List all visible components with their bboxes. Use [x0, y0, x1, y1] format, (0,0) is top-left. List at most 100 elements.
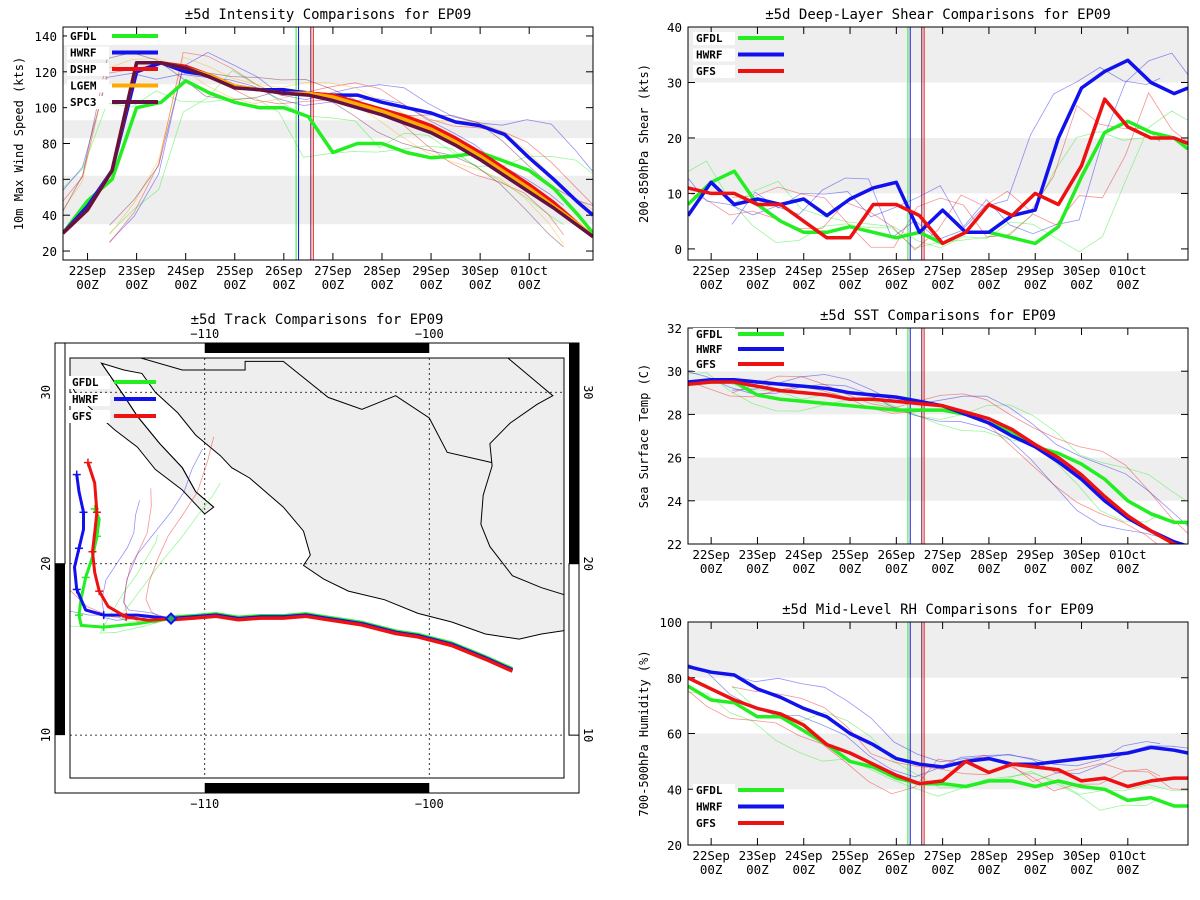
chart-title: ±5d Intensity Comparisons for EP09	[185, 7, 472, 23]
x-tick-sublabel: 00Z	[839, 561, 862, 576]
series-line-gfdl	[63, 79, 593, 235]
legend-label: GFDL	[70, 30, 97, 43]
x-tick-sublabel: 00Z	[931, 862, 954, 877]
band	[688, 137, 1188, 194]
panel-track: ±5d Track Comparisons for EP09−110−110−1…	[39, 312, 595, 811]
y-tick-label: 100	[34, 101, 57, 116]
x-tick-sublabel: 00Z	[1117, 277, 1140, 292]
faint-series-line	[688, 372, 1161, 523]
y-tick-label: 40	[667, 20, 682, 35]
x-tick-label: 28Sep	[970, 547, 1008, 562]
x-tick-sublabel: 00Z	[978, 862, 1001, 877]
panel-rh: ±5d Mid-Level RH Comparisons for EP09 700…	[637, 602, 1189, 877]
y-tick-label: 80	[42, 137, 57, 152]
x-tick-sublabel: 00Z	[1070, 561, 1093, 576]
longitude-label-bottom: −100	[415, 797, 444, 811]
map-inner-frame	[69, 357, 565, 779]
map-border	[204, 783, 430, 793]
faint-series-line	[688, 689, 1161, 795]
x-tick-sublabel: 00Z	[978, 561, 1001, 576]
x-tick-sublabel: 00Z	[223, 277, 246, 292]
y-tick-label: 20	[667, 838, 682, 853]
faint-track-line	[145, 436, 215, 619]
y-axis-label: 200-850hPa Shear (kts)	[637, 64, 651, 223]
legend-bg	[693, 800, 735, 814]
legend-bg	[693, 32, 735, 45]
series-line-hwrf	[688, 664, 1188, 769]
legend-label: HWRF	[70, 47, 97, 60]
latitude-label-right: 20	[581, 556, 595, 570]
legend-label: SPC3	[70, 96, 97, 109]
faint-series-line	[731, 686, 1188, 791]
faint-series-line	[688, 691, 1161, 811]
band	[688, 371, 1188, 415]
band	[688, 622, 1188, 678]
faint-series-line	[731, 91, 1188, 248]
x-tick-label: 24Sep	[785, 263, 823, 278]
legend-label: LGEM	[70, 80, 97, 93]
x-tick-label: 28Sep	[970, 263, 1008, 278]
coastline	[100, 362, 215, 508]
x-tick-sublabel: 00Z	[792, 561, 815, 576]
x-tick-label: 30Sep	[461, 263, 499, 278]
x-tick-label: 22Sep	[692, 263, 730, 278]
latitude-label-left: 30	[39, 385, 53, 399]
x-tick-label: 29Sep	[412, 263, 450, 278]
latitude-label-left: 20	[39, 556, 53, 570]
faint-series-line	[109, 51, 593, 243]
faint-series-line	[109, 69, 593, 234]
y-tick-label: 140	[34, 29, 57, 44]
x-tick-label: 27Sep	[314, 263, 352, 278]
y-tick-label: 60	[42, 172, 57, 187]
current-position-marker	[164, 612, 178, 626]
x-tick-sublabel: 00Z	[978, 277, 1001, 292]
x-tick-label: 23Sep	[739, 263, 777, 278]
plot-area	[688, 27, 1188, 260]
legend-label: DSHP	[70, 63, 97, 76]
x-tick-label: 25Sep	[831, 263, 869, 278]
series-line-gfs	[688, 97, 1188, 246]
latitude-label-right: 10	[581, 728, 595, 742]
x-tick-sublabel: 00Z	[1070, 277, 1093, 292]
x-tick-sublabel: 00Z	[839, 862, 862, 877]
y-tick-label: 28	[667, 407, 682, 422]
plot-area	[63, 27, 593, 260]
legend-label: GFDL	[696, 32, 723, 45]
y-tick-label: 20	[667, 131, 682, 146]
x-tick-label: 30Sep	[1063, 848, 1101, 863]
legend-bg	[693, 817, 735, 830]
faint-series-line	[688, 371, 1161, 538]
faint-series-line	[731, 674, 1188, 774]
plot-frame	[62, 26, 594, 261]
landmass	[70, 358, 564, 640]
faint-series-line	[731, 685, 1188, 795]
legend-bg	[693, 343, 735, 356]
band	[63, 175, 593, 225]
x-tick-sublabel: 00Z	[700, 277, 723, 292]
x-tick-sublabel: 00Z	[746, 862, 769, 877]
map-border	[568, 563, 580, 736]
x-tick-sublabel: 00Z	[371, 277, 394, 292]
legend-bg	[68, 376, 110, 389]
x-tick-label: 30Sep	[1063, 547, 1101, 562]
x-tick-label: 24Sep	[785, 547, 823, 562]
latitude-label-left: 10	[39, 728, 53, 742]
y-tick-label: 30	[667, 75, 682, 90]
faint-series-line	[63, 72, 564, 206]
y-axis-label: Sea Surface Temp (C)	[637, 364, 651, 509]
y-tick-label: 22	[667, 537, 682, 552]
series-line-gfdl	[688, 380, 1188, 525]
y-tick-label: 32	[667, 321, 682, 336]
plot-area	[688, 622, 1188, 845]
x-tick-label: 22Sep	[692, 547, 730, 562]
y-axis-label: 700-500hPa Humidity (%)	[637, 650, 651, 816]
y-tick-label: 10	[667, 186, 682, 201]
x-tick-label: 24Sep	[167, 263, 205, 278]
x-tick-label: 29Sep	[1016, 848, 1054, 863]
x-tick-sublabel: 00Z	[885, 862, 908, 877]
x-tick-sublabel: 00Z	[518, 277, 541, 292]
plot-frame	[687, 327, 1189, 545]
y-tick-label: 100	[659, 615, 682, 630]
x-tick-label: 01Oct	[1109, 547, 1147, 562]
